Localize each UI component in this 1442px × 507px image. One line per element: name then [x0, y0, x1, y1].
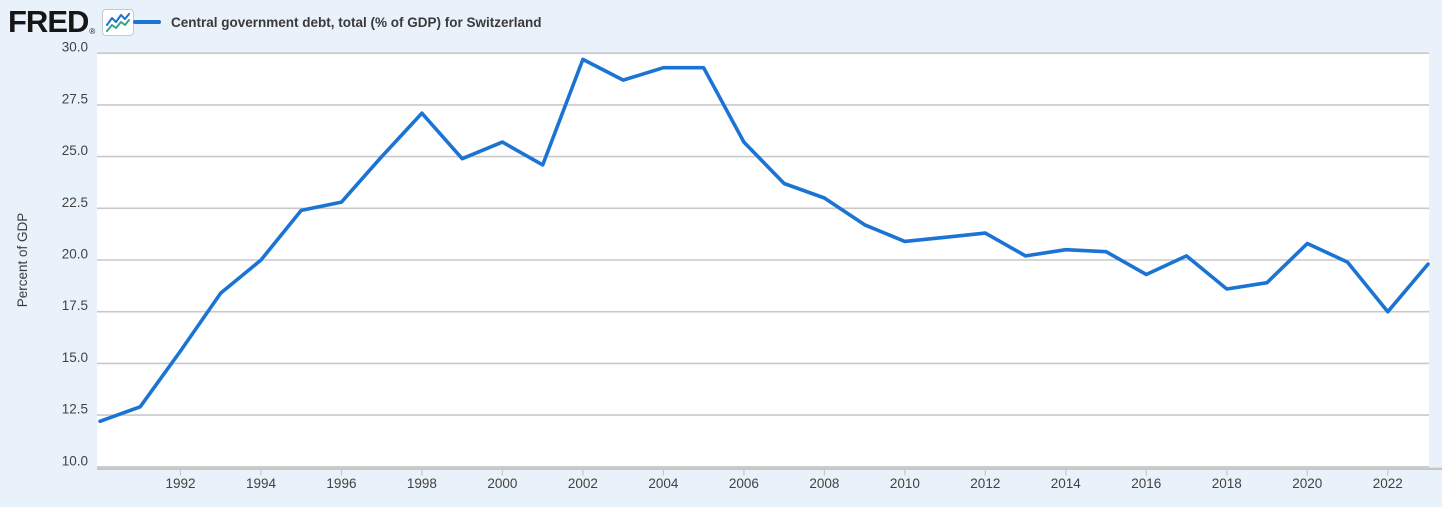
y-tick-label: 17.5: [62, 298, 88, 313]
legend-series-label: Central government debt, total (% of GDP…: [171, 14, 542, 30]
legend: Central government debt, total (% of GDP…: [133, 8, 542, 36]
y-tick-label: 27.5: [62, 91, 88, 106]
x-tick-label: 2010: [890, 476, 920, 491]
icon-sparkline-blue: [106, 12, 131, 26]
x-tick-label: 2002: [568, 476, 598, 491]
x-tick-label: 1994: [246, 476, 277, 491]
registered-trademark-mark: ®: [89, 27, 96, 36]
x-tick-label: 2004: [648, 476, 679, 491]
y-tick-label: 30.0: [62, 40, 88, 55]
y-tick-label: 20.0: [62, 247, 88, 262]
x-tick-label: 2016: [1131, 476, 1161, 491]
y-tick-label: 22.5: [62, 195, 88, 210]
x-tick-label: 2006: [729, 476, 759, 491]
x-tick-label: 1998: [407, 476, 437, 491]
x-tick-label: 2012: [970, 476, 1000, 491]
x-tick-label: 2020: [1292, 476, 1322, 491]
fred-logo: FRED: [8, 4, 89, 39]
fred-logo-link[interactable]: FRED ®: [8, 4, 135, 39]
graph-header: FRED ® Central government debt, total (%…: [0, 0, 1442, 52]
x-tick-label: 2008: [809, 476, 839, 491]
debt-line-series: [98, 57, 1430, 424]
x-tick-label: 2022: [1373, 476, 1403, 491]
y-tick-label: 15.0: [62, 350, 88, 365]
x-tick-label: 2014: [1051, 476, 1082, 491]
icon-sparkline-green: [106, 18, 131, 32]
legend-line-swatch: [133, 20, 161, 24]
x-tick-label: 2000: [487, 476, 517, 491]
x-tick-label: 1996: [326, 476, 356, 491]
x-tick-label: 2018: [1212, 476, 1242, 491]
fred-sparkline-icon: [102, 8, 135, 36]
y-tick-label: 12.5: [62, 402, 88, 417]
x-tick-label: 1992: [165, 476, 195, 491]
y-axis-title: Percent of GDP: [15, 213, 30, 308]
y-tick-label: 25.0: [62, 143, 88, 158]
y-tick-label: 10.0: [62, 453, 88, 468]
